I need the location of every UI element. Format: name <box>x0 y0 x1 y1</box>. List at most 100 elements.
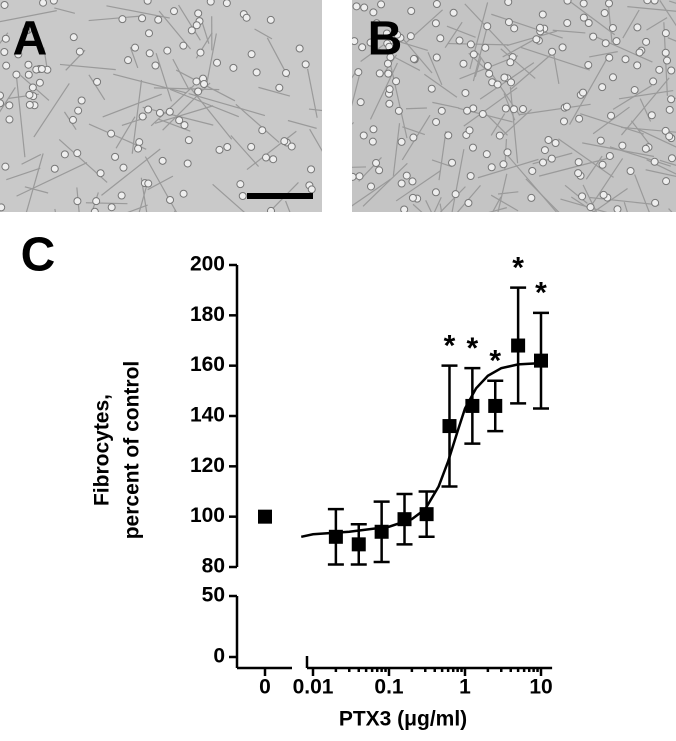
y-tick-label: 120 <box>190 454 225 477</box>
cell <box>579 193 586 200</box>
cell <box>410 55 417 62</box>
cell <box>560 118 567 125</box>
cell <box>13 71 20 78</box>
cell <box>159 157 166 164</box>
cell <box>270 156 277 163</box>
cell <box>648 112 655 119</box>
significance-star: * <box>444 330 456 363</box>
cell-fiber <box>597 209 621 231</box>
cell <box>433 1 440 8</box>
cell <box>642 145 649 152</box>
cell <box>135 145 142 152</box>
panel-label: A <box>13 13 48 66</box>
cell <box>483 151 490 158</box>
cell <box>36 79 43 86</box>
cell <box>164 47 171 54</box>
cell <box>408 8 415 15</box>
x-tick-label: 10 <box>529 676 552 699</box>
cell <box>248 51 255 58</box>
cell <box>549 48 556 55</box>
cell <box>370 126 377 133</box>
data-point <box>534 354 548 368</box>
cell <box>432 20 439 27</box>
cell <box>243 14 250 21</box>
cell <box>536 24 543 31</box>
cell <box>470 51 477 58</box>
cell <box>112 153 119 160</box>
cell <box>351 38 358 45</box>
cell <box>152 62 159 69</box>
cell <box>664 57 671 64</box>
significance-star: * <box>467 332 479 365</box>
cell <box>50 0 57 4</box>
data-point <box>420 507 434 521</box>
cell <box>308 166 315 173</box>
cell <box>469 144 476 151</box>
cell <box>296 45 303 52</box>
cell <box>40 0 47 6</box>
cell <box>139 113 146 120</box>
cell <box>599 161 606 168</box>
cell <box>403 172 410 179</box>
cell <box>585 62 592 69</box>
cell <box>482 44 489 51</box>
cell <box>651 0 658 4</box>
x-tick-label: 1 <box>459 676 471 699</box>
cell <box>395 107 402 114</box>
cell <box>125 57 132 64</box>
cell <box>78 97 85 104</box>
data-point <box>488 399 502 413</box>
cell <box>643 38 650 45</box>
cell <box>644 0 651 4</box>
cell <box>193 78 200 85</box>
cell <box>545 136 552 143</box>
cell <box>167 196 174 203</box>
cell <box>1 1 8 8</box>
cell <box>575 170 582 177</box>
cell <box>601 10 608 17</box>
cell <box>501 74 508 81</box>
data-point <box>465 399 479 413</box>
cell <box>51 165 58 172</box>
cell <box>156 109 163 116</box>
cell <box>197 49 204 56</box>
cell <box>253 69 260 76</box>
cell <box>357 99 364 106</box>
cell <box>505 0 512 5</box>
cell <box>184 160 191 167</box>
cell <box>580 0 587 7</box>
cell <box>97 170 104 177</box>
cell <box>2 35 9 42</box>
cell-fiber <box>406 108 427 109</box>
cell <box>528 194 535 201</box>
cell <box>94 78 101 85</box>
cell <box>170 8 177 15</box>
cell <box>467 172 474 179</box>
cell <box>450 9 457 16</box>
cell <box>580 14 587 21</box>
cell <box>622 56 629 63</box>
cell <box>668 155 675 162</box>
cell <box>207 0 214 5</box>
cell <box>634 24 641 31</box>
cell <box>166 108 173 115</box>
micrograph-b <box>310 0 676 268</box>
x-tick-label: 0 <box>259 676 271 699</box>
cell <box>248 143 255 150</box>
cell <box>662 49 669 56</box>
data-point <box>511 339 525 353</box>
cell <box>1 49 8 56</box>
cell <box>563 103 570 110</box>
cell <box>507 59 514 66</box>
panel-label: B <box>368 13 403 66</box>
cell <box>668 96 675 103</box>
cell <box>511 25 518 32</box>
cell <box>368 183 375 190</box>
cell <box>401 206 408 213</box>
cell <box>119 16 126 23</box>
cell <box>486 70 493 77</box>
panel-label: C <box>21 229 56 282</box>
cell <box>510 106 517 113</box>
cell <box>541 147 548 154</box>
